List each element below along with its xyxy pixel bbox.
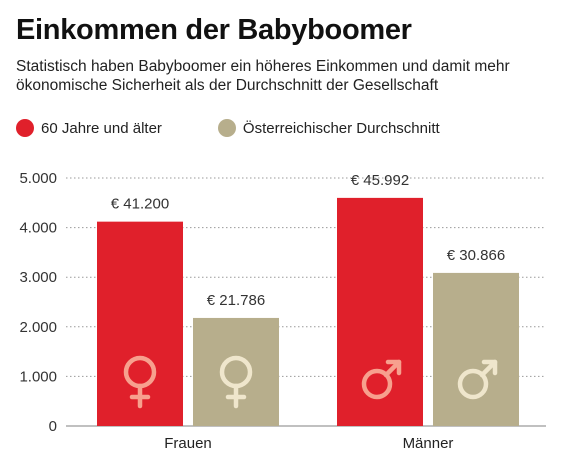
legend-item-series-2: Österreichischer Durchschnitt xyxy=(217,119,440,137)
legend-swatch-series-1 xyxy=(16,119,34,137)
female-symbol-icon xyxy=(219,355,253,409)
bar-männer-series-1 xyxy=(337,197,423,426)
bar-männer-series-2 xyxy=(433,272,519,426)
legend: 60 Jahre und älter Österreichischer Durc… xyxy=(16,119,496,137)
male-symbol-icon xyxy=(361,359,402,400)
legend-item-series-1: 60 Jahre und älter xyxy=(16,119,162,137)
x-category-label: Frauen xyxy=(164,435,212,452)
y-tick-label: 0 xyxy=(49,418,57,435)
chart-title: Einkommen der Babyboomer xyxy=(16,14,412,46)
bar-frauen-series-2 xyxy=(193,317,279,426)
chart-subtitle: Statistisch haben Babyboomer ein höheres… xyxy=(16,58,510,94)
data-label: € 21.786 xyxy=(207,292,265,309)
data-label: € 30.866 xyxy=(447,247,505,264)
data-label: € 41.200 xyxy=(111,196,169,213)
x-category-label: Männer xyxy=(403,435,454,452)
y-tick-label: 4.000 xyxy=(19,220,57,237)
y-tick-label: 1.000 xyxy=(19,368,57,385)
y-tick-label: 5.000 xyxy=(19,170,57,187)
legend-label-series-2: Österreichischer Durchschnitt xyxy=(242,119,440,137)
female-symbol-icon xyxy=(123,355,157,409)
legend-swatch-series-2 xyxy=(217,119,236,137)
y-tick-label: 2.000 xyxy=(19,319,57,336)
data-label: € 45.992 xyxy=(351,172,409,189)
y-tick-label: 3.000 xyxy=(19,269,57,286)
male-symbol-icon xyxy=(457,359,498,400)
legend-label-series-1: 60 Jahre und älter xyxy=(41,119,162,137)
